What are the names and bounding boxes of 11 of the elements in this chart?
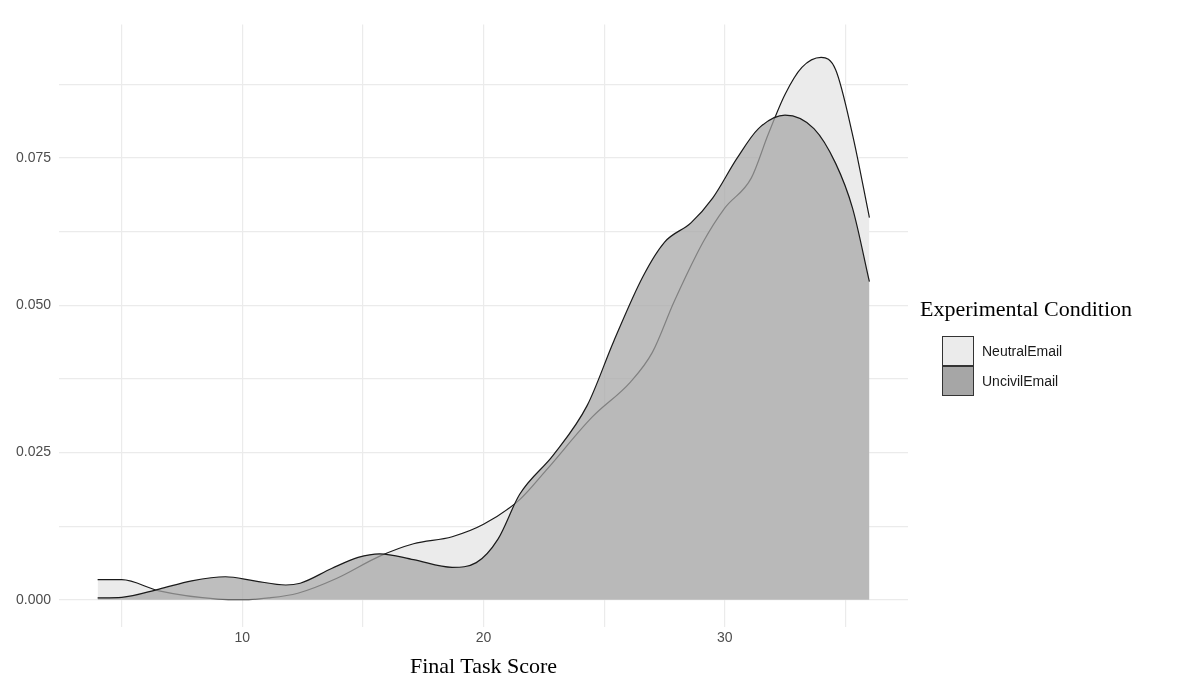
x-axis-title: Final Task Score [409, 652, 558, 678]
y-tick-label: 0.025 [15, 443, 52, 460]
x-tick-label: 30 [716, 629, 733, 646]
legend-title: Experimental Condition [920, 296, 1133, 322]
y-tick-label: 0.075 [15, 148, 52, 165]
y-tick-label: 0.050 [15, 296, 52, 313]
y-tick-label: 0.000 [15, 590, 52, 607]
legend-label: NeutralEmail [982, 343, 1063, 359]
x-tick-label: 10 [234, 629, 251, 646]
legend-label: UncivilEmail [982, 373, 1059, 389]
x-tick-label: 20 [475, 629, 492, 646]
